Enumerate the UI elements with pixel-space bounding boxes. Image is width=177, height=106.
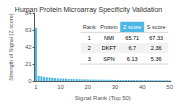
svg-text:5.36: 5.36: [151, 56, 162, 62]
svg-text:0: 0: [28, 78, 32, 84]
svg-text:3: 3: [88, 56, 91, 62]
svg-text:65.71: 65.71: [125, 35, 139, 41]
svg-text:Rank: Rank: [83, 24, 96, 30]
svg-text:84: 84: [24, 10, 32, 16]
svg-text:42: 42: [25, 44, 32, 50]
svg-text:63: 63: [25, 27, 32, 33]
svg-text:NMI: NMI: [104, 35, 115, 41]
svg-text:Strength of Signal (Z score): Strength of Signal (Z score): [8, 13, 14, 80]
svg-text:67.33: 67.33: [149, 35, 163, 41]
svg-text:30: 30: [112, 84, 119, 90]
svg-text:2.36: 2.36: [151, 45, 162, 51]
svg-text:21: 21: [25, 61, 32, 67]
svg-text:2: 2: [88, 45, 91, 51]
svg-text:50: 50: [166, 84, 173, 90]
svg-text:Human Protein Microarray Speci: Human Protein Microarray Specificity Val…: [15, 6, 162, 14]
svg-text:6.13: 6.13: [127, 56, 138, 62]
svg-text:1: 1: [34, 84, 38, 90]
svg-text:Protein: Protein: [100, 24, 117, 30]
svg-text:DKFT: DKFT: [102, 45, 117, 51]
svg-text:S score: S score: [147, 24, 166, 30]
svg-text:40: 40: [139, 84, 146, 90]
svg-text:SPN: SPN: [103, 56, 114, 62]
svg-text:10: 10: [57, 84, 64, 90]
svg-text:Z score: Z score: [123, 24, 141, 30]
svg-text:1: 1: [88, 35, 91, 41]
svg-text:20: 20: [84, 84, 91, 90]
svg-text:Signal Rank (Top 50): Signal Rank (Top 50): [75, 95, 131, 101]
svg-text:6.7: 6.7: [128, 45, 136, 51]
